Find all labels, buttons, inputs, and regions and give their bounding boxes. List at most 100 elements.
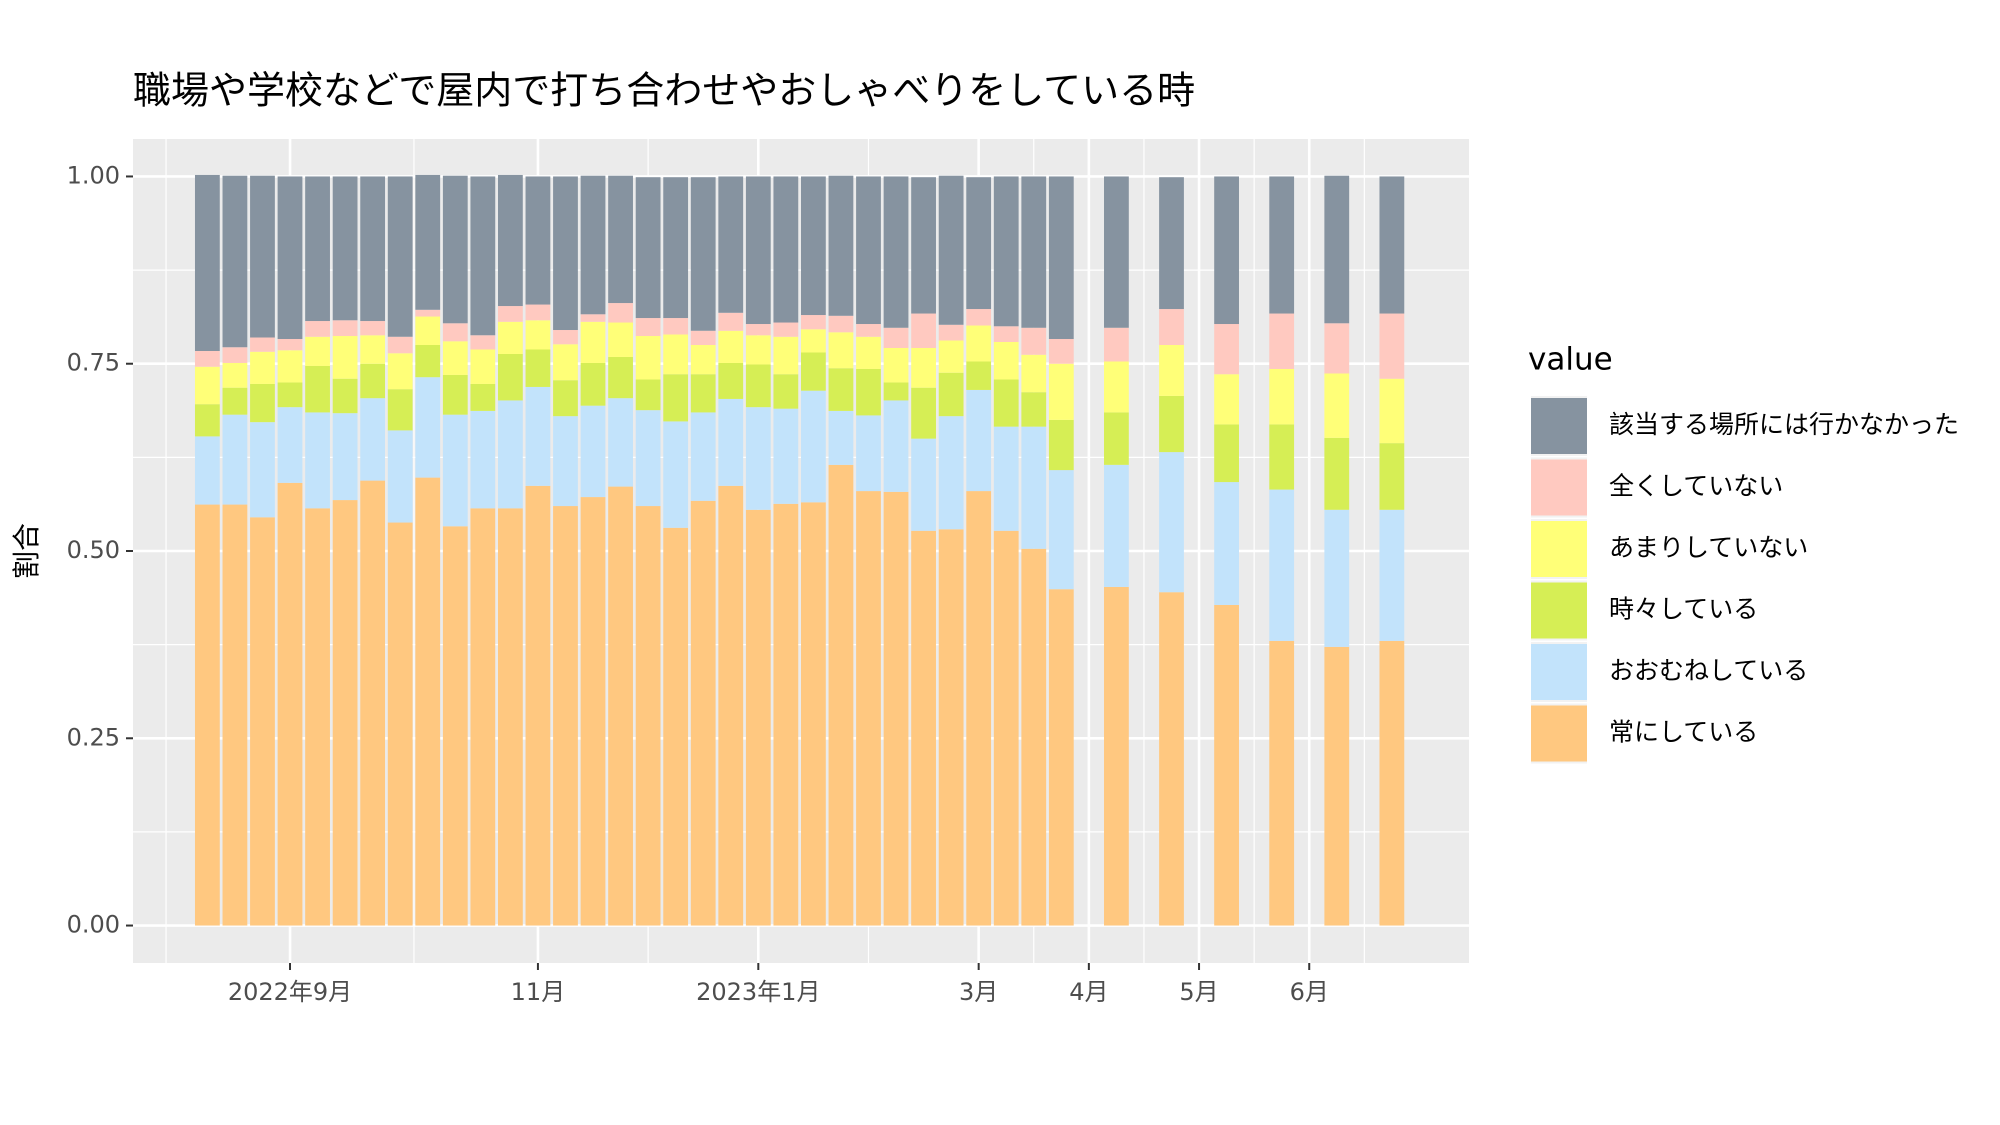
bar-segment <box>1021 548 1047 926</box>
x-tick-label: 11月 <box>511 978 566 1006</box>
bar-segment <box>1379 176 1405 314</box>
bar-segment <box>883 400 909 492</box>
bar-segment <box>470 410 496 509</box>
bar-segment <box>250 383 275 423</box>
bar-segment <box>938 529 964 926</box>
bar-segment <box>828 332 854 369</box>
bar-segment <box>1048 176 1074 340</box>
bar-segment <box>911 530 936 926</box>
bar-segment <box>828 464 854 926</box>
legend-swatch <box>1531 644 1587 700</box>
bar-segment <box>277 407 303 483</box>
bar-segment <box>415 309 441 317</box>
bar-segment <box>222 414 248 505</box>
bar-segment <box>966 491 992 926</box>
bar-segment <box>360 321 386 336</box>
bar-segment <box>608 398 633 487</box>
bar-segment <box>580 405 606 498</box>
bar-segment <box>470 349 496 384</box>
bar-segment <box>497 508 523 926</box>
bar-segment <box>415 174 441 310</box>
bar-segment <box>608 356 633 399</box>
bar-segment <box>305 508 330 926</box>
bar-segment <box>442 341 468 375</box>
bar-segment <box>856 368 881 416</box>
bar-segment <box>993 426 1019 531</box>
bar-segment <box>497 400 523 509</box>
bar-segment <box>663 421 689 528</box>
bar-segment <box>442 323 468 342</box>
bar-segment <box>993 530 1019 926</box>
bar-segment <box>690 330 716 345</box>
bar-segment <box>993 326 1019 343</box>
bar-segment <box>497 174 523 307</box>
bar-segment <box>718 398 744 486</box>
bar-segment <box>360 176 386 322</box>
bar-segment <box>773 408 799 504</box>
legend-label: 時々している <box>1609 595 1758 624</box>
bar-segment <box>194 404 220 437</box>
bar-segment <box>635 318 661 337</box>
bar-segment <box>553 176 578 331</box>
bar-segment <box>1048 419 1074 471</box>
bar-segment <box>580 321 606 363</box>
x-tick-label: 2022年9月 <box>228 978 352 1006</box>
bar-segment <box>801 352 826 391</box>
bar-segment <box>801 329 826 353</box>
bar-segment <box>250 422 275 518</box>
bar-segment <box>525 320 551 350</box>
legend-swatch <box>1531 398 1587 454</box>
bar-segment <box>442 526 468 926</box>
bar-segment <box>1214 324 1239 375</box>
bar-segment <box>773 336 799 375</box>
bar-segment <box>690 412 716 501</box>
bar-segment <box>1021 354 1047 393</box>
bar-segment <box>222 347 248 363</box>
bar-segment <box>1048 339 1074 364</box>
x-tick-label: 6月 <box>1290 978 1329 1006</box>
bar-segment <box>1269 176 1295 314</box>
bar-segment <box>856 176 881 325</box>
bar-segment <box>1048 589 1074 926</box>
bar-segment <box>250 351 275 384</box>
bar-segment <box>1214 424 1239 483</box>
bar-segment <box>801 390 826 503</box>
bar-segment <box>1021 426 1047 549</box>
bar-segment <box>663 527 689 926</box>
bar-segment <box>470 335 496 350</box>
bar-segment <box>1021 327 1047 355</box>
bar-segment <box>553 506 578 926</box>
bar-segment <box>966 177 992 310</box>
bar-segment <box>938 372 964 417</box>
y-axis-label: 割合 <box>10 523 43 579</box>
bar-segment <box>305 336 330 366</box>
bar-segment <box>497 306 523 322</box>
bar-segment <box>415 477 441 926</box>
x-tick-label: 3月 <box>959 978 998 1006</box>
bar-segment <box>773 503 799 926</box>
bar-segment <box>745 407 771 510</box>
bar-segment <box>663 334 689 375</box>
bar-segment <box>911 347 936 388</box>
bar-segment <box>1104 361 1129 413</box>
bar-segment <box>938 340 964 373</box>
bar-segment <box>1048 363 1074 420</box>
bar-segment <box>277 350 303 383</box>
bar-segment <box>277 339 303 351</box>
bar-segment <box>1379 640 1405 926</box>
bar-segment <box>470 383 496 411</box>
bar-segment <box>194 174 220 351</box>
bar-segment <box>745 335 771 365</box>
bar-segment <box>1214 482 1239 605</box>
bar-segment <box>1269 313 1295 369</box>
bar-segment <box>1324 646 1350 926</box>
bar-segment <box>1214 176 1239 325</box>
legend-label: 該当する場所には行かなかった <box>1609 410 1959 439</box>
bar-segment <box>553 416 578 507</box>
bar-segment <box>938 324 964 341</box>
bar-segment <box>883 491 909 926</box>
bar-segment <box>911 387 936 439</box>
bar-segment <box>194 366 220 405</box>
bar-segment <box>277 482 303 926</box>
legend-label: 全くしていない <box>1609 472 1783 501</box>
